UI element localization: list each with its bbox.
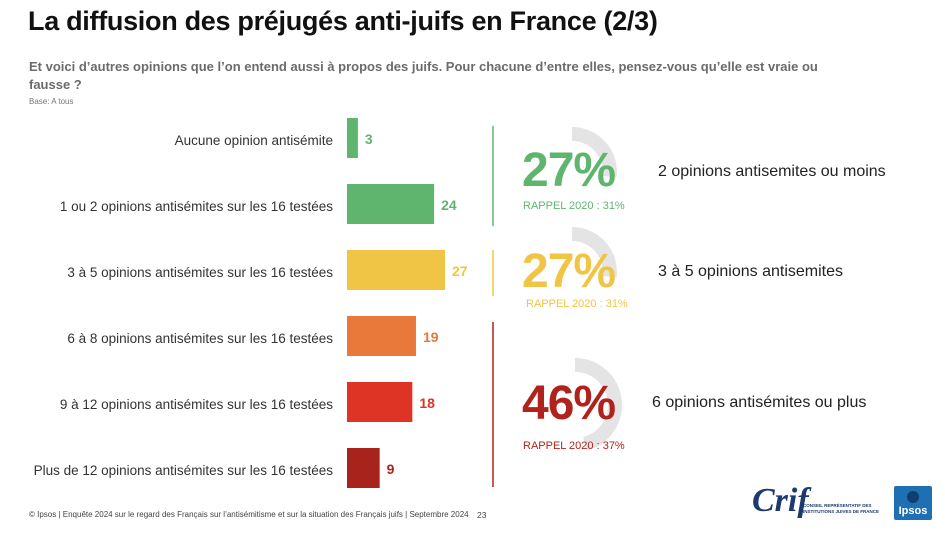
summary-rappel-low: RAPPEL 2020 : 31% [523,200,625,212]
category-label: 9 à 12 opinions antisémites sur les 16 t… [60,397,333,412]
group-label-low: 2 opinions antisemites ou moins [658,163,886,180]
value-label: 27 [452,263,468,279]
crif-logo: Crif [752,482,809,519]
category-label: 1 ou 2 opinions antisémites sur les 16 t… [60,199,333,214]
bar-aucune-opinion-antisemite [347,118,358,158]
bar-plus-de-12-opinions-antisemites-sur-les-16-testees [347,448,380,488]
summary-rappel-high: RAPPEL 2020 : 37% [523,440,625,452]
summary-arc-2 [574,358,622,451]
footer-source: © Ipsos | Enquête 2024 sur le regard des… [29,510,469,519]
bar-6-a-8-opinions-antisemites-sur-les-16-testees [347,316,416,356]
summary-arc-1 [571,227,617,278]
value-label: 18 [419,395,435,411]
ipsos-logo-text: Ipsos [898,505,928,517]
base-note: Base: A tous [29,97,74,106]
page-number: 23 [477,510,487,520]
ipsos-logo: Ipsos [894,486,932,520]
summary-arc-0 [571,127,617,178]
group-label-high: 6 opinions antisémites ou plus [652,394,867,411]
category-label: Plus de 12 opinions antisémites sur les … [34,463,334,478]
page-title: La diffusion des préjugés anti-juifs en … [28,6,658,36]
value-label: 9 [387,461,395,477]
category-label: 3 à 5 opinions antisémites sur les 16 te… [67,265,333,280]
survey-question: Et voici d’autres opinions que l’on ente… [29,59,818,92]
ipsos-mark-icon [907,491,919,503]
summary-value-low: 27% [522,144,616,197]
summary-value-mid: 27% [522,245,616,298]
summary-rappel-mid: RAPPEL 2020 : 31% [526,298,628,310]
bar-9-a-12-opinions-antisemites-sur-les-16-testees [347,382,413,422]
category-label: Aucune opinion antisémite [175,133,333,148]
group-label-mid: 3 à 5 opinions antisemites [658,263,843,280]
value-label: 24 [441,197,457,213]
value-label: 3 [365,131,373,147]
bar-3-a-5-opinions-antisemites-sur-les-16-testees [347,250,446,290]
bar-1-ou-2-opinions-antisemites-sur-les-16-testees [347,184,435,224]
value-label: 19 [423,329,439,345]
crif-logo-subtitle: CONSEIL REPRÉSENTATIF DES INSTITUTIONS J… [803,503,880,514]
category-label: 6 à 8 opinions antisémites sur les 16 te… [67,331,333,346]
summary-value-high: 46% [522,377,616,430]
